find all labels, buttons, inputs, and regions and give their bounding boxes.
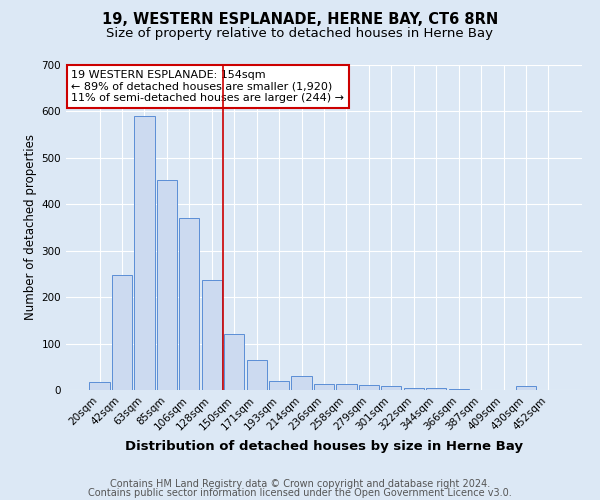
Bar	[292, 376, 311, 390]
Bar	[449, 388, 469, 390]
Bar	[202, 280, 222, 390]
Text: Contains public sector information licensed under the Open Government Licence v3: Contains public sector information licen…	[88, 488, 512, 498]
X-axis label: Distribution of detached houses by size in Herne Bay: Distribution of detached houses by size …	[125, 440, 523, 453]
Bar	[516, 386, 536, 390]
Bar	[314, 384, 334, 390]
Bar	[179, 218, 199, 390]
Bar	[359, 386, 379, 390]
Text: 19 WESTERN ESPLANADE: 154sqm
← 89% of detached houses are smaller (1,920)
11% of: 19 WESTERN ESPLANADE: 154sqm ← 89% of de…	[71, 70, 344, 103]
Bar	[381, 386, 401, 390]
Bar	[337, 384, 356, 390]
Text: Size of property relative to detached houses in Herne Bay: Size of property relative to detached ho…	[107, 28, 493, 40]
Bar	[224, 334, 244, 390]
Bar	[426, 388, 446, 390]
Bar	[112, 275, 132, 390]
Bar	[404, 388, 424, 390]
Text: Contains HM Land Registry data © Crown copyright and database right 2024.: Contains HM Land Registry data © Crown c…	[110, 479, 490, 489]
Bar	[157, 180, 177, 390]
Text: 19, WESTERN ESPLANADE, HERNE BAY, CT6 8RN: 19, WESTERN ESPLANADE, HERNE BAY, CT6 8R…	[102, 12, 498, 28]
Bar	[134, 116, 155, 390]
Bar	[247, 360, 267, 390]
Bar	[269, 380, 289, 390]
Y-axis label: Number of detached properties: Number of detached properties	[25, 134, 37, 320]
Bar	[89, 382, 110, 390]
